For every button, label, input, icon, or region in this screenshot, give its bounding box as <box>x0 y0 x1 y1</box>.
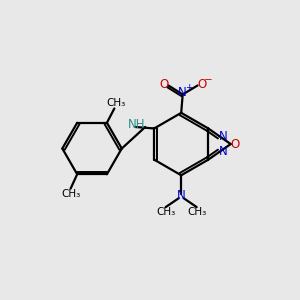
Text: CH₃: CH₃ <box>106 98 125 108</box>
Text: N: N <box>178 86 187 99</box>
Text: O: O <box>197 77 206 91</box>
Text: CH₃: CH₃ <box>61 189 80 199</box>
Text: O: O <box>159 77 168 91</box>
Text: N: N <box>219 146 227 158</box>
Text: N: N <box>177 189 186 202</box>
Text: +: + <box>185 83 193 92</box>
Text: NH: NH <box>128 118 145 131</box>
Text: O: O <box>230 138 240 151</box>
Text: CH₃: CH₃ <box>187 206 206 217</box>
Text: CH₃: CH₃ <box>156 206 176 217</box>
Text: N: N <box>219 130 227 143</box>
Text: −: − <box>204 75 212 85</box>
